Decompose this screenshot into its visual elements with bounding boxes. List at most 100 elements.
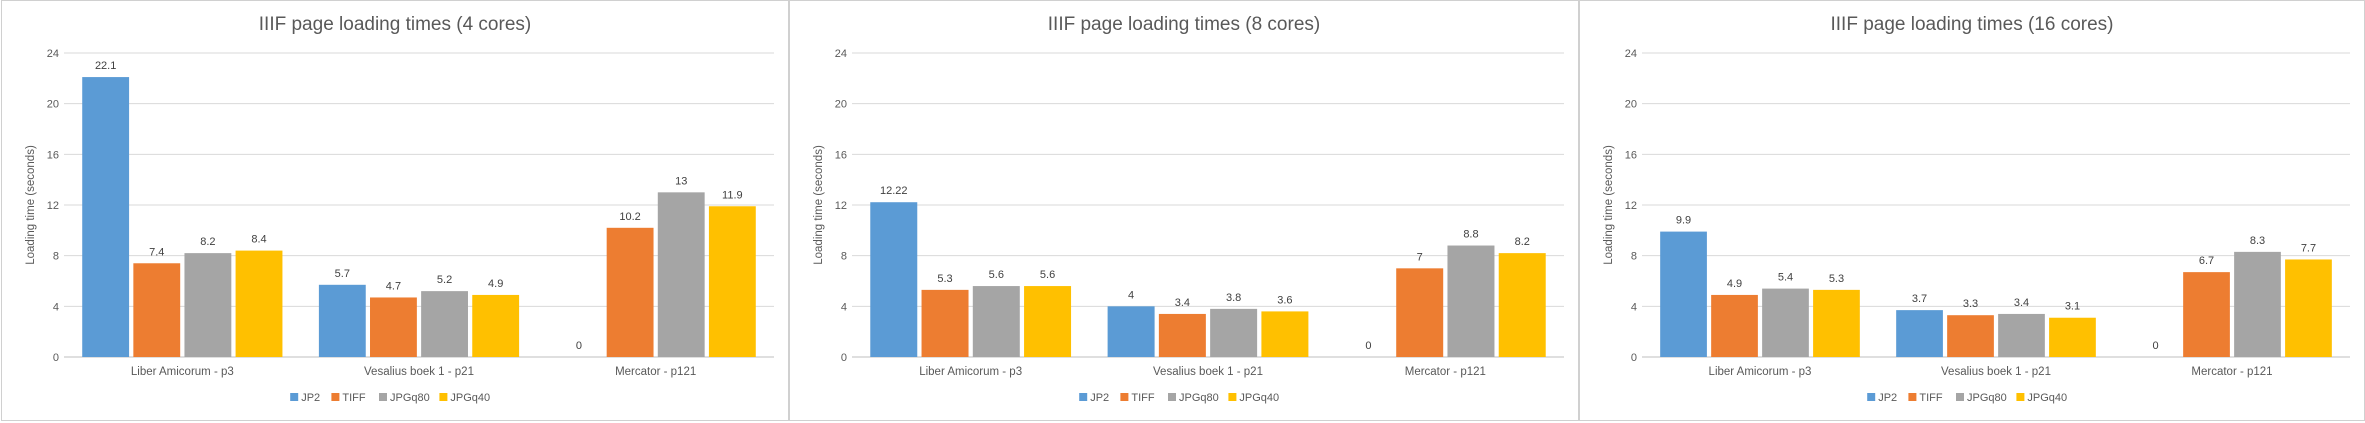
y-axis-title: Loading time (seconds) [813,145,825,265]
data-label-jp2-vesalius-boek-1-p21: 4 [1128,289,1134,301]
bar-tiff-vesalius-boek-1-p21 [370,297,417,357]
data-label-jpgq80-mercator-p121: 8.8 [1463,229,1478,241]
bar-chart-8-cores: IIIF page loading times (8 cores) 0 4 8 12 16… [813,14,1564,404]
y-tick-label-24: 24 [47,48,59,60]
data-label-jpgq40-mercator-p121: 11.9 [722,189,743,201]
y-axis-title: Loading time (seconds) [1603,145,1615,265]
bar-jpgq80-mercator-p121 [657,192,705,357]
bar-jp2-vesalius-boek-1-p21 [1896,310,1943,357]
bar-jpgq80-mercator-p121 [1447,245,1495,357]
data-label-jpgq80-liber-amicorum-p3: 5.6 [989,269,1004,281]
legend-swatch-tiff [1908,393,1917,401]
chart-title: IIIF page loading times (8 cores) [1048,14,1320,35]
bar-jp2-liber-amicorum-p3 [870,202,918,357]
y-tick-label-4: 4 [53,301,59,313]
y-tick-label-16: 16 [47,149,59,161]
data-label-jpgq40-vesalius-boek-1-p21: 3.6 [1277,294,1292,306]
y-tick-label-8: 8 [841,251,847,263]
bar-tiff-liber-amicorum-p3 [1711,294,1758,357]
bar-chart-4-cores: IIIF page loading times (4 cores) 0 4 8 12 16… [25,14,774,404]
data-label-tiff-mercator-p121: 6.7 [2199,255,2214,267]
bar-jpgq40-mercator-p121 [1498,253,1546,357]
data-label-tiff-vesalius-boek-1-p21: 3.3 [1963,298,1978,310]
bar-tiff-liber-amicorum-p3 [921,289,969,357]
legend-swatch-jp2 [1079,393,1088,401]
bar-jp2-vesalius-boek-1-p21 [318,284,366,357]
y-tick-label-8: 8 [53,251,59,263]
y-tick-label-8: 8 [1631,251,1637,263]
data-label-jpgq40-liber-amicorum-p3: 5.6 [1040,269,1055,281]
legend-swatch-jpgq40 [439,393,448,401]
bar-jpgq80-vesalius-boek-1-p21 [1210,308,1258,357]
data-label-jpgq40-vesalius-boek-1-p21: 4.9 [488,278,503,290]
bar-jpgq80-mercator-p121 [2234,251,2281,357]
bar-jpgq40-liber-amicorum-p3 [235,250,283,357]
bar-jp2-liber-amicorum-p3 [1660,231,1707,357]
legend-label-jp2: JP2 [1090,392,1109,404]
data-label-jpgq40-mercator-p121: 7.7 [2301,242,2316,254]
data-label-tiff-vesalius-boek-1-p21: 3.4 [1175,297,1190,309]
data-label-jp2-mercator-p121: 0 [1365,340,1371,352]
x-category-label-liber-amicorum-p3: Liber Amicorum - p3 [1709,366,1812,378]
data-label-jpgq40-mercator-p121: 8.2 [1515,236,1530,248]
chart-panel-4-cores: IIIF page loading times (4 cores) 0 4 8 12 16… [1,0,789,421]
data-label-jpgq80-mercator-p121: 13 [675,175,687,187]
x-category-label-liber-amicorum-p3: Liber Amicorum - p3 [919,366,1022,378]
x-category-label-vesalius-boek-1-p21: Vesalius boek 1 - p21 [1153,366,1263,378]
data-label-jpgq80-vesalius-boek-1-p21: 3.4 [2014,297,2029,309]
legend-label-jpgq80: JPGq80 [1179,392,1219,404]
bar-jpgq40-vesalius-boek-1-p21 [472,294,520,357]
bar-tiff-mercator-p121 [606,227,654,357]
bar-jpgq40-liber-amicorum-p3 [1813,289,1860,357]
data-label-jpgq80-liber-amicorum-p3: 8.2 [200,236,215,248]
x-category-label-vesalius-boek-1-p21: Vesalius boek 1 - p21 [364,366,474,378]
y-tick-label-20: 20 [1625,99,1637,111]
bar-tiff-vesalius-boek-1-p21 [1947,315,1994,357]
legend-swatch-tiff [1120,393,1129,401]
data-label-tiff-mercator-p121: 7 [1417,251,1423,263]
data-label-jpgq40-liber-amicorum-p3: 5.3 [1829,273,1844,285]
x-category-label-mercator-p121: Mercator - p121 [615,366,696,378]
data-label-jpgq80-liber-amicorum-p3: 5.4 [1778,272,1793,284]
bar-jp2-vesalius-boek-1-p21 [1107,306,1155,357]
legend-swatch-jpgq80 [1168,393,1176,401]
data-label-tiff-vesalius-boek-1-p21: 4.7 [386,280,401,292]
data-label-jp2-liber-amicorum-p3: 22.1 [95,60,116,72]
bar-tiff-mercator-p121 [1396,268,1444,357]
chart-panel-16-cores: IIIF page loading times (16 cores) 0 4 8 12 1… [1579,0,2365,421]
data-label-jpgq80-mercator-p121: 8.3 [2250,235,2265,247]
legend-label-jpgq80: JPGq80 [390,392,430,404]
data-label-jp2-liber-amicorum-p3: 12.22 [880,185,908,197]
x-category-label-vesalius-boek-1-p21: Vesalius boek 1 - p21 [1941,366,2051,378]
bar-jpgq40-vesalius-boek-1-p21 [1261,311,1309,357]
bar-tiff-mercator-p121 [2183,272,2230,357]
bar-jpgq80-liber-amicorum-p3 [972,286,1020,357]
bar-jpgq80-liber-amicorum-p3 [184,253,232,357]
y-tick-label-20: 20 [835,99,847,111]
legend-swatch-jpgq40 [2016,393,2025,401]
data-label-jp2-liber-amicorum-p3: 9.9 [1676,215,1691,227]
y-tick-label-24: 24 [1625,48,1637,60]
y-tick-label-24: 24 [835,48,847,60]
x-category-label-liber-amicorum-p3: Liber Amicorum - p3 [131,366,234,378]
legend: JP2 TIFF JPGq80 JPGq40 [290,392,490,404]
bar-tiff-vesalius-boek-1-p21 [1158,313,1206,357]
data-label-jpgq80-vesalius-boek-1-p21: 3.8 [1226,292,1241,304]
legend-swatch-jpgq80 [1956,393,1964,401]
x-category-label-mercator-p121: Mercator - p121 [2191,366,2272,378]
y-tick-label-4: 4 [1631,301,1637,313]
y-tick-label-16: 16 [1625,149,1637,161]
data-label-jp2-vesalius-boek-1-p21: 5.7 [335,268,350,280]
legend-swatch-jpgq40 [1228,393,1237,401]
bar-jpgq80-vesalius-boek-1-p21 [1998,313,2045,357]
y-tick-label-12: 12 [1625,200,1637,212]
legend-swatch-jp2 [290,393,299,401]
y-tick-label-16: 16 [835,149,847,161]
legend: JP2 TIFF JPGq80 JPGq40 [1079,392,1279,404]
legend-label-tiff: TIFF [1919,392,1942,404]
data-label-tiff-liber-amicorum-p3: 5.3 [937,273,952,285]
bar-jpgq40-liber-amicorum-p3 [1024,286,1072,357]
data-label-tiff-liber-amicorum-p3: 4.9 [1727,278,1742,290]
bar-jpgq80-liber-amicorum-p3 [1762,288,1809,357]
y-tick-label-20: 20 [47,99,59,111]
